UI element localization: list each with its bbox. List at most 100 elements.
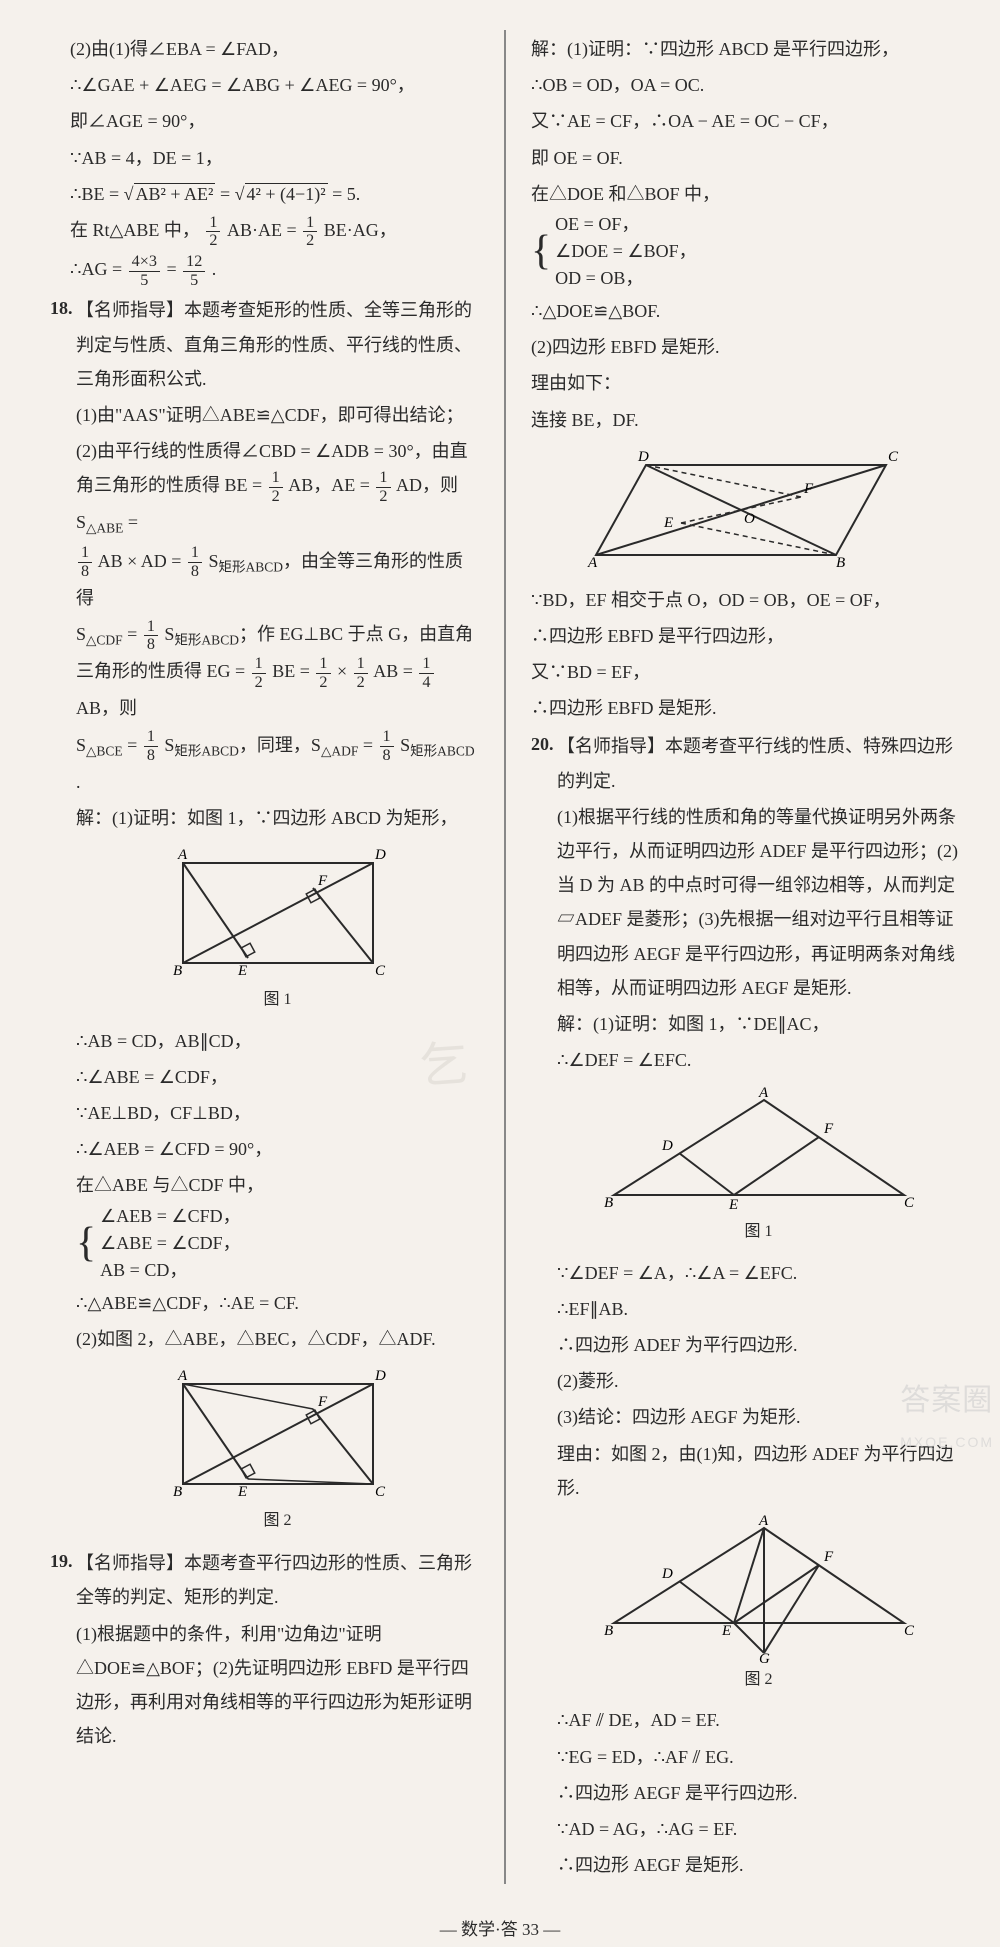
text-line: ∴AF ⫽ DE，AD = EF. — [557, 1703, 960, 1737]
svg-text:O: O — [744, 511, 755, 527]
text-line: (2)四边形 EBFD 是矩形. — [531, 330, 960, 364]
text-line: ∴四边形 AEGF 是矩形. — [557, 1848, 960, 1882]
svg-text:B: B — [604, 1195, 613, 1211]
text-line: ∴四边形 ADEF 为平行四边形. — [557, 1328, 960, 1362]
text-line: ∴∠GAE + ∠AEG = ∠ABG + ∠AEG = 90°， — [50, 68, 479, 102]
text-line: ∴EF∥AB. — [557, 1292, 960, 1326]
svg-text:A: A — [177, 1368, 188, 1384]
figure-label: 图 1 — [557, 1217, 960, 1247]
watermark-domain: MXQE.COM — [900, 1429, 994, 1456]
text-line: (1)由"AAS"证明△ABE≌△CDF，即可得出结论； — [76, 398, 479, 432]
text-line: 解：(1)证明：如图 1，∵四边形 ABCD 为矩形， — [76, 801, 479, 835]
svg-text:F: F — [803, 481, 814, 497]
svg-text:E: E — [237, 1484, 247, 1500]
figure-label: 图 2 — [557, 1665, 960, 1695]
svg-text:F: F — [823, 1121, 834, 1137]
svg-text:F: F — [317, 873, 328, 889]
text-line: ∵AD = AG，∴AG = EF. — [557, 1812, 960, 1846]
svg-text:C: C — [375, 963, 386, 979]
text-line: ∵EG = ED，∴AF ⫽ EG. — [557, 1740, 960, 1774]
figure-label: 图 1 — [76, 985, 479, 1015]
figure-2-left: A D B C E F 图 2 — [76, 1364, 479, 1536]
figure-parallelogram: D C A B E F O — [531, 445, 960, 575]
text-line: 【名师指导】本题考查平行线的性质、特殊四边形的判定. — [557, 729, 960, 797]
page-container: (2)由(1)得∠EBA = ∠FAD， ∴∠GAE + ∠AEG = ∠ABG… — [0, 0, 1000, 1904]
text-line: 在△DOE 和△BOF 中， { OE = OF， ∠DOE = ∠BOF， O… — [531, 177, 960, 292]
problem-18: 18. 【名师指导】本题考查矩形的性质、全等三角形的判定与性质、直角三角形的性质… — [50, 291, 479, 1544]
watermark-main: 答案圈 — [900, 1384, 993, 1417]
problem-19: 19. 【名师指导】本题考查平行四边形的性质、三角形全等的判定、矩形的判定. (… — [50, 1544, 479, 1755]
text-line: 18 AB × AD = 18 S矩形ABCD，由全等三角形的性质得 — [76, 544, 479, 615]
column-divider — [504, 30, 506, 1884]
text-line: ∴△DOE≌△BOF. — [531, 294, 960, 328]
text-line: (2)由平行线的性质得∠CBD = ∠ADB = 30°，由直角三角形的性质得 … — [76, 434, 479, 542]
watermark-bottom-right: 答案圈 MXQE.COM — [900, 1372, 994, 1456]
text-line: 又∵BD = EF， — [531, 655, 960, 689]
problem-20: 20. 【名师指导】本题考查平行线的性质、特殊四边形的判定. (1)根据平行线的… — [531, 727, 960, 1884]
svg-text:B: B — [173, 1484, 182, 1500]
text-line: ∴∠ABE = ∠CDF， — [76, 1060, 479, 1094]
svg-text:E: E — [728, 1197, 738, 1213]
text-line: S△BCE = 18 S矩形ABCD，同理，S△ADF = 18 S矩形ABCD… — [76, 728, 479, 799]
text-line: 在 Rt△ABE 中， 12 AB·AE = 12 BE·AG， — [50, 213, 479, 250]
svg-text:F: F — [823, 1549, 834, 1565]
text-line: ∵BD，EF 相交于点 O，OD = OB，OE = OF， — [531, 583, 960, 617]
svg-text:E: E — [663, 515, 673, 531]
svg-text:D: D — [374, 847, 386, 863]
text-line: 即∠AGE = 90°， — [50, 104, 479, 138]
svg-text:B: B — [836, 555, 845, 571]
text-line: ∴四边形 EBFD 是矩形. — [531, 691, 960, 725]
problem-number: 18. — [50, 291, 76, 325]
problem-number: 19. — [50, 1544, 76, 1578]
text-line: (1)根据平行线的性质和角的等量代换证明另外两条边平行，从而证明四边形 ADEF… — [557, 800, 960, 1005]
svg-text:A: A — [758, 1513, 769, 1529]
text-line: ∵AE⊥BD，CF⊥BD， — [76, 1096, 479, 1130]
text-line: 解：(1)证明：∵四边形 ABCD 是平行四边形， — [531, 32, 960, 66]
svg-text:D: D — [661, 1566, 673, 1582]
figure-4-right: A B C D E F G 图 2 — [557, 1513, 960, 1695]
text-line: S△CDF = 18 S矩形ABCD；作 EG⊥BC 于点 G，由直角三角形的性… — [76, 617, 479, 726]
svg-text:C: C — [375, 1484, 386, 1500]
svg-text:A: A — [758, 1085, 769, 1101]
text-line: ∴四边形 EBFD 是平行四边形， — [531, 619, 960, 653]
figure-1-left: A D B C E F 图 1 — [76, 843, 479, 1015]
watermark-center-icon: 乞 — [417, 1018, 471, 1112]
text-line: ∴BE = AB² + AE² = 4² + (4−1)² = 5. — [50, 177, 479, 211]
svg-text:F: F — [317, 1394, 328, 1410]
svg-text:A: A — [587, 555, 598, 571]
text-line: (2)由(1)得∠EBA = ∠FAD， — [50, 32, 479, 66]
text-line: ∵∠DEF = ∠A，∴∠A = ∠EFC. — [557, 1256, 960, 1290]
problem-number: 20. — [531, 727, 557, 761]
svg-text:D: D — [637, 449, 649, 465]
left-column: (2)由(1)得∠EBA = ∠FAD， ∴∠GAE + ∠AEG = ∠ABG… — [50, 30, 479, 1884]
text-line: 在△ABE 与△CDF 中， { ∠AEB = ∠CFD， ∠ABE = ∠CD… — [76, 1168, 479, 1283]
text-line: (2)如图 2，△ABE，△BEC，△CDF，△ADF. — [76, 1322, 479, 1356]
right-column: 解：(1)证明：∵四边形 ABCD 是平行四边形， ∴OB = OD，OA = … — [531, 30, 960, 1884]
svg-text:A: A — [177, 847, 188, 863]
text-line: ∴∠AEB = ∠CFD = 90°， — [76, 1132, 479, 1166]
svg-text:B: B — [604, 1623, 613, 1639]
text-line: 解：(1)证明：如图 1，∵DE∥AC， — [557, 1007, 960, 1041]
svg-text:E: E — [237, 963, 247, 979]
text-line: 又∵AE = CF，∴OA − AE = OC − CF， — [531, 104, 960, 138]
text-line: 连接 BE，DF. — [531, 403, 960, 437]
text-line: ∴OB = OD，OA = OC. — [531, 68, 960, 102]
svg-text:G: G — [759, 1651, 770, 1663]
svg-text:D: D — [374, 1368, 386, 1384]
svg-text:E: E — [721, 1623, 731, 1639]
svg-text:D: D — [661, 1138, 673, 1154]
text-line: ∴四边形 AEGF 是平行四边形. — [557, 1776, 960, 1810]
footer: — 数学·答 33 — — [0, 1914, 1000, 1946]
figure-3-right: A B C D E F 图 1 — [557, 1085, 960, 1247]
text-line: ∴AG = 4×35 = 125 . — [50, 252, 479, 289]
text-line: ∴△ABE≌△CDF，∴AE = CF. — [76, 1286, 479, 1320]
text-line: ∴∠DEF = ∠EFC. — [557, 1043, 960, 1077]
text-line: 即 OE = OF. — [531, 141, 960, 175]
figure-label: 图 2 — [76, 1506, 479, 1536]
text-line: 【名师指导】本题考查平行四边形的性质、三角形全等的判定、矩形的判定. — [76, 1546, 479, 1614]
svg-text:C: C — [904, 1623, 914, 1639]
text-line: 理由如下： — [531, 366, 960, 400]
text-line: (1)根据题中的条件，利用"边角边"证明△DOE≌△BOF；(2)先证明四边形 … — [76, 1617, 479, 1754]
svg-text:B: B — [173, 963, 182, 979]
svg-text:C: C — [904, 1195, 914, 1211]
